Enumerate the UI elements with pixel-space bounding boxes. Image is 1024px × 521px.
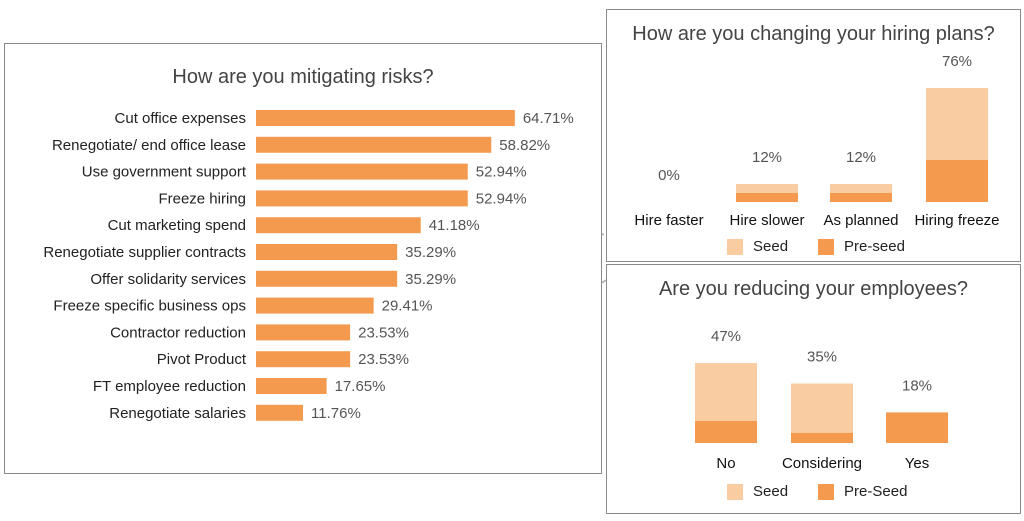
bar-seed [695,363,757,421]
employees-legend: Seed Pre-Seed [727,483,907,500]
bar-preseed [736,193,798,202]
legend-label-seed: Seed [753,238,789,255]
category-label: As planned [823,212,898,229]
category-label: Renegotiate salaries [109,405,246,422]
value-label: 35.29% [405,244,456,261]
legend-label-preseed: Pre-Seed [844,483,908,500]
category-label: Freeze specific business ops [53,298,246,315]
value-label: 23.53% [358,324,409,341]
category-label: FT employee reduction [93,378,246,395]
category-label: Offer solidarity services [90,271,246,288]
mitigation-chart-panel: How are you mitigating risks? Cut office… [4,43,602,474]
legend-swatch-seed [727,238,743,255]
category-label: Cut office expenses [115,110,246,127]
mitigation-chart-title: How are you mitigating risks? [172,66,434,88]
hiring-chart-panel: How are you changing your hiring plans? … [606,9,1021,262]
category-label: Contractor reduction [110,324,246,341]
bar [256,324,351,341]
category-label: Hire slower [729,212,804,229]
hiring-bar-chart: 0% Hire faster 12% Hire slower 12% As planned… [634,53,999,229]
category-label: No [716,455,735,472]
bar [256,378,327,394]
bar-seed [926,88,988,160]
value-label: 11.76% [311,405,361,422]
category-label: Hiring freeze [914,212,999,229]
bar-seed [830,184,892,193]
category-label: Cut marketing spend [108,217,246,234]
value-label: 52.94% [476,164,527,181]
value-label: 17.65% [335,378,386,395]
mitigation-bar-chart: Cut office expenses 64.71% Renegotiate/ en… [43,110,574,422]
bar [256,110,515,126]
value-label: 41.18% [429,217,480,234]
bar [256,270,398,287]
bar [256,217,421,234]
total-label: 12% [752,149,782,166]
legend-swatch-preseed [818,238,835,255]
bar [256,136,492,153]
total-label: 12% [846,149,876,166]
bar [256,351,351,368]
value-label: 29.41% [382,298,433,315]
value-label: 23.53% [358,351,409,368]
total-label: 76% [942,53,972,70]
legend-label-preseed: Pre-seed [844,238,905,255]
bar-preseed [791,432,853,443]
total-label: 35% [807,349,837,366]
hiring-legend: Seed Pre-seed [727,238,905,255]
bar [256,163,468,180]
category-label: Considering [782,455,862,472]
value-label: 64.71% [523,110,574,127]
bar-preseed [695,420,757,443]
total-label: 47% [711,328,741,345]
legend-swatch-seed [727,483,743,500]
category-label: Use government support [82,164,247,181]
hiring-chart-title: How are you changing your hiring plans? [632,23,995,45]
bar-preseed [926,160,988,202]
category-label: Renegotiate/ end office lease [52,137,246,154]
bar [256,404,304,421]
bar-preseed [830,193,892,202]
bar-seed [791,383,853,433]
employees-chart-panel: Are you reducing your employees? 47% No 35… [606,264,1021,514]
bar-preseed [886,412,948,443]
category-label: Freeze hiring [158,190,246,207]
employees-bar-chart: 47% No 35% Considering 18% Yes [695,328,948,472]
bar [256,190,468,207]
bar [256,244,398,260]
legend-label-seed: Seed [753,483,789,500]
value-label: 52.94% [476,190,527,207]
category-label: Hire faster [634,212,703,229]
value-label: 58.82% [499,137,550,154]
bar [256,297,374,314]
category-label: Yes [905,455,929,472]
legend-swatch-preseed [818,483,835,500]
value-label: 35.29% [405,271,456,288]
category-label: Pivot Product [157,351,247,368]
total-label: 18% [902,377,932,394]
category-label: Renegotiate supplier contracts [43,244,246,261]
bar-seed [736,184,798,193]
total-label: 0% [658,167,680,184]
employees-chart-title: Are you reducing your employees? [658,278,969,300]
